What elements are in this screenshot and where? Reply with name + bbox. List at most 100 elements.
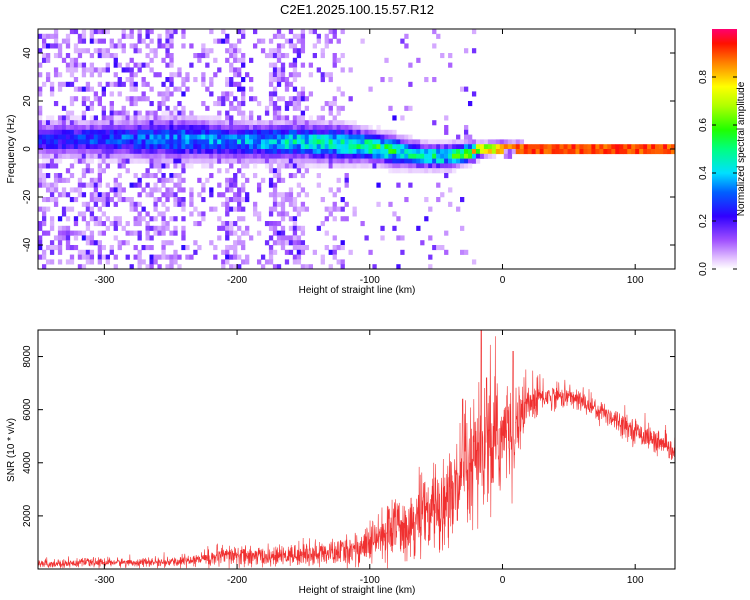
- spectrogram-cell: [93, 201, 99, 207]
- spectrogram-cell: [296, 254, 302, 260]
- spectrogram-cell: [217, 96, 222, 102]
- spectrogram-cell: [133, 62, 138, 68]
- spectrogram-cell: [89, 67, 95, 73]
- spectrogram-cell: [440, 153, 445, 159]
- spectrogram-cell: [237, 197, 242, 203]
- spectrogram-cell: [209, 125, 214, 131]
- spectrogram-cell: [567, 149, 572, 155]
- spectrogram-cell: [101, 105, 106, 111]
- spectrogram-cell: [356, 129, 361, 135]
- spectrogram-cell: [245, 177, 250, 183]
- spectrogram-cell: [237, 105, 242, 111]
- spectrogram-cell: [101, 115, 106, 121]
- spectrogram-cell: [268, 225, 274, 231]
- colorbar-tick-label: 0.4: [698, 166, 709, 180]
- spectrogram-cell: [252, 173, 258, 179]
- spectrogram-cell: [45, 115, 51, 121]
- spectrogram-cell: [483, 144, 489, 150]
- spectrogram-cell: [89, 33, 95, 39]
- spectrogram-cell: [73, 125, 79, 131]
- spectrogram-cell: [113, 216, 118, 222]
- spectrogram-cell: [268, 144, 274, 150]
- spectrogram-cell: [173, 201, 178, 207]
- spectrogram-cell: [268, 149, 274, 155]
- spectrogram-cell: [296, 225, 302, 231]
- spectrogram-cell: [276, 57, 282, 63]
- spectrogram-cell: [495, 139, 501, 145]
- spectrogram-cell: [101, 192, 106, 198]
- spectrogram-cell: [38, 86, 43, 92]
- spectrogram-cell: [260, 38, 266, 44]
- spectrogram-cell: [61, 105, 67, 111]
- spectrogram-cell: [89, 177, 95, 183]
- spectrogram-cell: [69, 230, 75, 236]
- spectrogram-cell: [125, 33, 130, 39]
- spectrogram-cell: [125, 149, 130, 155]
- spectrogram-cell: [241, 144, 246, 150]
- spectrogram-cell: [169, 29, 174, 35]
- spectrogram-cell: [320, 120, 325, 126]
- spectrogram-cell: [217, 182, 222, 188]
- spectrogram-cell: [396, 139, 401, 145]
- spectrogram-cell: [205, 105, 210, 111]
- spectrogram-cell: [221, 129, 226, 135]
- spectrogram-cell: [539, 149, 544, 155]
- spectrogram-cell: [97, 144, 102, 150]
- spectrogram-cell: [276, 139, 282, 145]
- spectrogram-cell: [161, 211, 166, 217]
- spectrogram-cell: [368, 86, 373, 92]
- spectrogram-cell: [129, 125, 134, 131]
- spectrogram-cell: [221, 96, 226, 102]
- spectrogram-cell: [424, 216, 429, 222]
- spectrogram-cell: [53, 182, 59, 188]
- spectrogram-cell: [252, 211, 258, 217]
- spectrogram-cell: [173, 230, 178, 236]
- spectrogram-cell: [296, 259, 302, 265]
- spectrogram-cell: [460, 197, 465, 203]
- spectrogram-cell: [77, 211, 83, 217]
- spectrogram-cell: [643, 144, 648, 150]
- spectrogram-cell: [296, 125, 302, 131]
- spectrogram-cell: [89, 240, 95, 246]
- spectrogram-cell: [256, 115, 262, 121]
- spectrogram-cell: [117, 240, 122, 246]
- spectrogram-cell: [185, 254, 190, 260]
- spectrogram-cell: [69, 206, 75, 212]
- spectrogram-cell: [364, 149, 369, 155]
- spectrogram-cell: [113, 201, 118, 207]
- spectrogram-cell: [105, 129, 110, 135]
- spectrogram-cell: [161, 134, 166, 140]
- spectrogram-cell: [157, 158, 162, 164]
- spectrogram-cell: [444, 149, 449, 155]
- spectrogram-cell: [149, 216, 154, 222]
- spectrogram-cell: [256, 259, 262, 265]
- spectrogram-cell: [392, 149, 397, 155]
- spectrogram-cell: [133, 206, 138, 212]
- spectrogram-cell: [193, 206, 198, 212]
- spectrogram-cell: [165, 38, 170, 44]
- spectrogram-cell: [404, 168, 409, 174]
- spectrogram-cell: [185, 139, 190, 145]
- spectrogram-cell: [137, 230, 142, 236]
- spectrogram-cell: [229, 105, 234, 111]
- spectrogram-cell: [467, 134, 473, 140]
- spectrogram-cell: [276, 129, 282, 135]
- spectrogram-cell: [320, 115, 325, 121]
- spectrogram-cell: [105, 48, 110, 54]
- spectrogram-cell: [101, 153, 106, 159]
- spectrogram-cell: [101, 110, 106, 116]
- spectrogram-cell: [125, 67, 130, 73]
- spectrogram-cell: [316, 225, 321, 231]
- spectrogram-cell: [153, 158, 158, 164]
- spectrogram-cell: [205, 139, 210, 145]
- spectrogram-cell: [121, 110, 126, 116]
- spectrogram-cell: [352, 211, 357, 217]
- spectrogram-cell: [264, 139, 270, 145]
- spectrogram-cell: [276, 96, 282, 102]
- spectrogram-cell: [233, 173, 238, 179]
- spectrogram-cell: [292, 201, 298, 207]
- spectrogram-cell: [260, 48, 266, 54]
- spectrogram-cell: [340, 53, 345, 59]
- spectrogram-cell: [217, 115, 222, 121]
